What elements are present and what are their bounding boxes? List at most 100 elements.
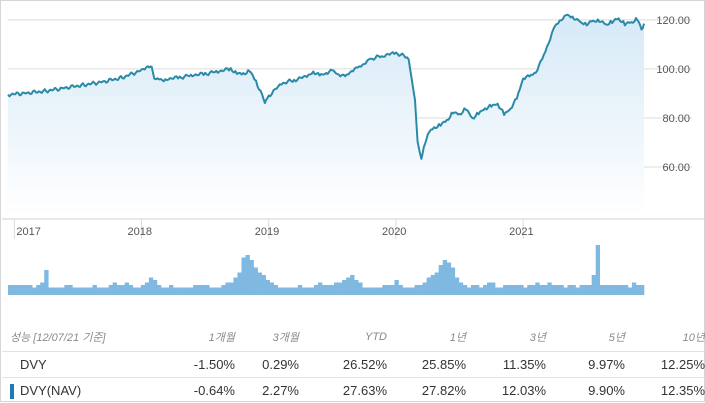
row-value: 26.52% bbox=[299, 350, 387, 377]
volume-bar bbox=[205, 285, 210, 295]
volume-bar bbox=[124, 282, 130, 295]
x-tick-label: 2019 bbox=[255, 226, 279, 238]
volume-bar bbox=[491, 282, 496, 295]
volume-bar bbox=[257, 272, 262, 295]
volume-bar bbox=[225, 282, 230, 295]
volume-bar bbox=[321, 285, 327, 295]
volume-bar bbox=[285, 287, 291, 295]
row-value: 0.29% bbox=[235, 350, 299, 377]
volume-bar bbox=[334, 282, 339, 295]
volume-bar bbox=[60, 287, 65, 295]
volume-bar bbox=[281, 287, 287, 295]
volume-bar bbox=[603, 285, 609, 295]
volume-bar bbox=[599, 285, 605, 295]
volume-bar bbox=[507, 285, 512, 295]
y-axis: 120.00 100.00 80.00 60.00 bbox=[656, 15, 690, 174]
volume-bar bbox=[386, 285, 391, 295]
volume-bar bbox=[56, 287, 61, 295]
volume-bar bbox=[378, 287, 383, 295]
volume-bar bbox=[623, 285, 629, 295]
volume-bar bbox=[241, 257, 246, 295]
volume-bar bbox=[120, 285, 126, 295]
volume-bar bbox=[12, 285, 17, 295]
volume-bar bbox=[374, 287, 379, 295]
volume-bar bbox=[366, 287, 371, 295]
volume-bar bbox=[96, 287, 101, 295]
volume-bar bbox=[88, 287, 93, 295]
volume-bar bbox=[454, 277, 460, 295]
volume-bar bbox=[482, 285, 488, 295]
volume-bar bbox=[547, 282, 552, 295]
volume-bar bbox=[293, 287, 299, 295]
volume-bar bbox=[104, 287, 109, 295]
volume-bar bbox=[527, 285, 532, 295]
volume-bar bbox=[144, 282, 150, 295]
volume-bar bbox=[20, 285, 25, 295]
volume-bar bbox=[92, 285, 97, 295]
volume-bar bbox=[571, 285, 576, 295]
volume-bar bbox=[414, 285, 419, 295]
row-value: 9.97% bbox=[546, 350, 625, 377]
volume-bar bbox=[354, 280, 359, 295]
x-axis: 2017 2018 2019 2020 2021 bbox=[2, 218, 705, 239]
volume-bar bbox=[277, 287, 283, 295]
volume-bar bbox=[289, 287, 295, 295]
row-value: 2.27% bbox=[235, 376, 299, 403]
volume-bar bbox=[233, 277, 238, 295]
volume-bar bbox=[523, 287, 528, 295]
volume-bar bbox=[575, 287, 580, 295]
volume-bar bbox=[619, 285, 625, 295]
volume-bar bbox=[519, 285, 524, 295]
price-area bbox=[8, 14, 644, 217]
row-value: 12.35% bbox=[625, 376, 705, 403]
volume-bar bbox=[136, 287, 142, 295]
volume-bar bbox=[64, 285, 69, 295]
volume-bar bbox=[499, 287, 504, 295]
volume-bar bbox=[132, 287, 138, 295]
volume-bar bbox=[418, 285, 423, 295]
y-tick-label: 100.00 bbox=[656, 64, 690, 76]
volume-bar bbox=[36, 285, 41, 295]
volume-bar bbox=[326, 285, 331, 295]
volume-bar bbox=[197, 285, 202, 295]
x-tick-label: 2021 bbox=[509, 226, 533, 238]
row-name: DVY bbox=[2, 350, 110, 377]
row-name: DVY(NAV) bbox=[2, 376, 110, 403]
volume-bar bbox=[466, 287, 472, 295]
row-value: 11.35% bbox=[466, 350, 546, 377]
y-tick-label: 80.00 bbox=[662, 113, 690, 125]
col-10y: 10년 bbox=[682, 331, 705, 344]
volume-bar bbox=[84, 287, 89, 295]
volume-bar bbox=[189, 287, 194, 295]
volume-bar bbox=[237, 272, 242, 295]
volume-bar bbox=[28, 285, 33, 295]
volume-bar bbox=[80, 287, 85, 295]
col-ytd: YTD bbox=[365, 330, 387, 343]
volume-bar bbox=[458, 282, 464, 295]
col-5y: 5년 bbox=[608, 331, 625, 344]
performance-header-row: 성능 [12/07/21 기준] 1개월 3개월 YTD 1년 3년 5년 10… bbox=[2, 323, 705, 351]
y-tick-label: 120.00 bbox=[656, 15, 690, 27]
volume-bar bbox=[72, 287, 77, 295]
volume-bar bbox=[346, 277, 351, 295]
volume-bar bbox=[221, 285, 226, 295]
volume-bar bbox=[495, 287, 500, 295]
volume-bar bbox=[181, 287, 186, 295]
volume-bar bbox=[551, 285, 556, 295]
col-1y: 1년 bbox=[449, 331, 466, 344]
volume-bar bbox=[193, 285, 198, 295]
volume-bar bbox=[68, 285, 73, 295]
volume-bar bbox=[567, 285, 572, 295]
volume-bar bbox=[76, 287, 81, 295]
volume-bar bbox=[112, 282, 117, 295]
volume-bar bbox=[309, 287, 315, 295]
volume-bar bbox=[438, 265, 444, 295]
volume-bar bbox=[406, 287, 411, 295]
row-value: 9.90% bbox=[546, 376, 625, 403]
row-value: -0.64% bbox=[110, 376, 235, 403]
volume-bar bbox=[152, 280, 158, 295]
volume-bar bbox=[587, 285, 592, 295]
volume-bar bbox=[398, 285, 403, 295]
